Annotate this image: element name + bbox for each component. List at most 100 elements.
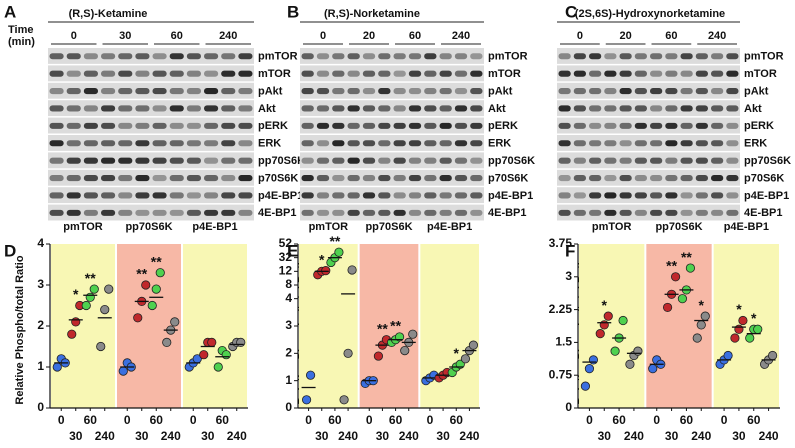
blot-band [695,140,708,147]
x-tick-label: 240 [338,429,358,443]
blot-row-label: pmTOR [488,51,528,63]
blot-band [101,157,116,164]
blot-band [680,192,693,199]
blot-band [726,209,739,216]
data-point [162,337,172,347]
blot-band [634,88,647,95]
blot-band [711,192,724,199]
y-tick-label: 2 [285,346,292,360]
blot-band [439,70,452,77]
blot-band [726,122,739,129]
blot-band [573,88,586,95]
blot-band [378,122,391,129]
group-title: p4E-BP1 [724,221,769,233]
blot-band [362,192,376,199]
blot-band [393,175,406,182]
blot-band [118,157,133,164]
blot-band [439,140,452,147]
blot-band [695,88,708,95]
blot-row-label: pERK [488,120,518,132]
blot-band [378,157,391,164]
blot-band [169,70,184,77]
blot-band [118,70,133,77]
blot-band [83,105,98,112]
blot-band [238,70,253,77]
blot-band [711,122,724,129]
blot-band [83,88,98,95]
blot-band [66,105,81,112]
data-point [610,346,620,356]
blot-band [238,209,253,216]
blot-band [118,192,133,199]
blot-band [135,192,150,199]
x-tick-label: 30 [598,429,612,443]
blot-title: (R,S)-Ketamine [69,8,148,20]
x-tick-label: 0 [427,413,434,427]
blot-band [66,88,81,95]
blot-row-label: 4E-BP1 [488,207,527,219]
data-point [468,340,479,350]
blot-band [49,175,64,182]
blot-band [634,105,647,112]
blot-band [204,70,219,77]
data-point [85,292,95,302]
time-point: 240 [708,30,726,42]
panel-letter: C [565,2,577,21]
blot-band [424,192,437,199]
panel-letter: E [287,241,298,260]
blot-band [238,122,253,129]
blot-band [726,192,739,199]
blot-strip [300,204,484,221]
blot-band [454,70,468,77]
blot-band [726,175,739,182]
blot-band [316,53,330,60]
blot-row-label: p4E-BP1 [258,190,303,202]
blot-row-label: pERK [744,120,774,132]
data-point [213,362,223,372]
data-point [460,354,471,364]
blot-row-label: pAkt [744,85,769,97]
x-tick-label: 240 [624,429,644,443]
blot-band [634,157,647,164]
blot-band [238,88,253,95]
blot-band [66,192,81,199]
x-tick-label: 0 [190,413,197,427]
blot-band [634,175,647,182]
data-point [408,329,418,339]
blot-band [393,105,406,112]
blot-band [604,70,617,77]
blot-band [650,53,663,60]
blot-row-label: ERK [488,138,511,150]
blot-band [424,209,437,216]
blot-band [680,209,693,216]
blot-band [665,53,678,60]
blot-band [238,53,253,60]
blot-band [604,175,617,182]
blot-row-label: pp70S6K [488,155,535,167]
blot-band [408,192,422,199]
blot-band [619,157,632,164]
data-point [700,311,710,321]
x-tick-label: 240 [399,429,419,443]
y-tick-label: 52 [279,236,293,250]
blot-band [101,192,116,199]
blot-strip [48,48,254,64]
blot-strip [300,48,484,64]
blot-band [135,88,150,95]
blot-band [470,140,483,147]
blot-band [66,140,81,147]
data-point [648,364,658,374]
blot-row-label: 4E-BP1 [744,207,783,219]
blot-band [316,157,330,164]
blot-band [573,209,586,216]
blot-band [186,53,201,60]
blot-band [589,157,602,164]
y-tick-label: 8 [285,277,292,291]
data-point [738,315,748,326]
panel-letter: A [4,2,16,21]
blot-band [573,105,586,112]
blot-band [393,157,406,164]
blot-band [135,53,150,60]
blot-band [454,140,468,147]
blot-band [634,122,647,129]
